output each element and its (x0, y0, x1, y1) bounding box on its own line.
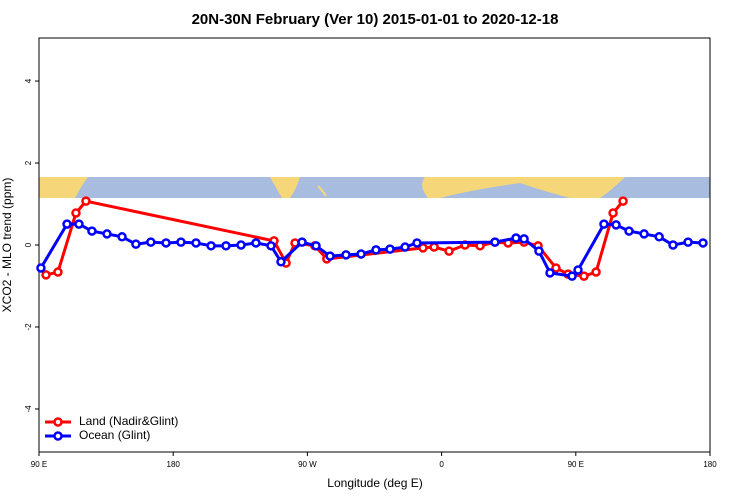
data-point (567, 271, 577, 281)
x-tick-label: 90 E (568, 460, 584, 469)
data-point (591, 267, 601, 277)
data-point (117, 232, 127, 242)
data-point (490, 237, 500, 247)
y-tick-label: 4 (24, 78, 33, 83)
y-tick-label: 2 (24, 160, 33, 165)
data-point (683, 237, 693, 247)
legend-marker (53, 417, 63, 427)
data-point (668, 240, 678, 250)
data-point (131, 239, 141, 249)
data-point (618, 196, 628, 206)
data-point (611, 220, 621, 230)
data-point (36, 263, 46, 273)
data-point (53, 267, 63, 277)
data-point (102, 229, 112, 239)
data-point (161, 238, 171, 248)
data-point (206, 241, 216, 251)
data-point (81, 196, 91, 206)
data-point (236, 240, 246, 250)
data-point (311, 241, 321, 251)
data-point (146, 237, 156, 247)
data-point (429, 242, 439, 252)
data-point (608, 208, 618, 218)
data-point (639, 229, 649, 239)
data-point (698, 238, 708, 248)
legend-marker (53, 431, 63, 441)
x-tick-label: 180 (167, 460, 181, 469)
data-point (356, 249, 366, 259)
y-tick-label: 0 (24, 242, 33, 247)
chart-title: 20N-30N February (Ver 10) 2015-01-01 to … (192, 11, 559, 28)
data-point (519, 234, 529, 244)
world-map-strip (39, 177, 710, 198)
data-point (87, 226, 97, 236)
legend-label: Ocean (Glint) (79, 428, 150, 442)
data-point (444, 246, 454, 256)
y-axis-label: XCO2 - MLO trend (ppm) (0, 178, 14, 313)
x-tick-label: 180 (703, 460, 717, 469)
data-point (371, 245, 381, 255)
x-tick-label: 0 (439, 460, 444, 469)
data-point (266, 241, 276, 251)
legend-label: Land (Nadir&Glint) (79, 414, 178, 428)
data-point (297, 237, 307, 247)
data-point (341, 250, 351, 260)
data-point (221, 241, 231, 251)
x-axis-label: Longitude (deg E) (327, 476, 422, 490)
data-point (624, 226, 634, 236)
data-point (573, 265, 583, 275)
x-tick-label: 90 E (31, 460, 47, 469)
data-point (654, 232, 664, 242)
data-point (412, 238, 422, 248)
data-point (325, 251, 335, 261)
data-point (176, 237, 186, 247)
data-point (251, 238, 261, 248)
data-point (276, 257, 286, 267)
data-point (400, 242, 410, 252)
y-tick-label: -2 (24, 323, 33, 331)
data-point (579, 271, 589, 281)
data-point (62, 219, 72, 229)
data-point (71, 208, 81, 218)
x-tick-label: 90 W (298, 460, 317, 469)
data-point (534, 246, 544, 256)
data-point (551, 263, 561, 273)
y-tick-label: -4 (24, 405, 33, 413)
series-line (45, 199, 625, 278)
data-point (511, 233, 521, 243)
data-point (545, 268, 555, 278)
data-point (41, 270, 51, 280)
data-point (74, 219, 84, 229)
data-point (191, 238, 201, 248)
data-point (385, 244, 395, 254)
data-point (599, 219, 609, 229)
